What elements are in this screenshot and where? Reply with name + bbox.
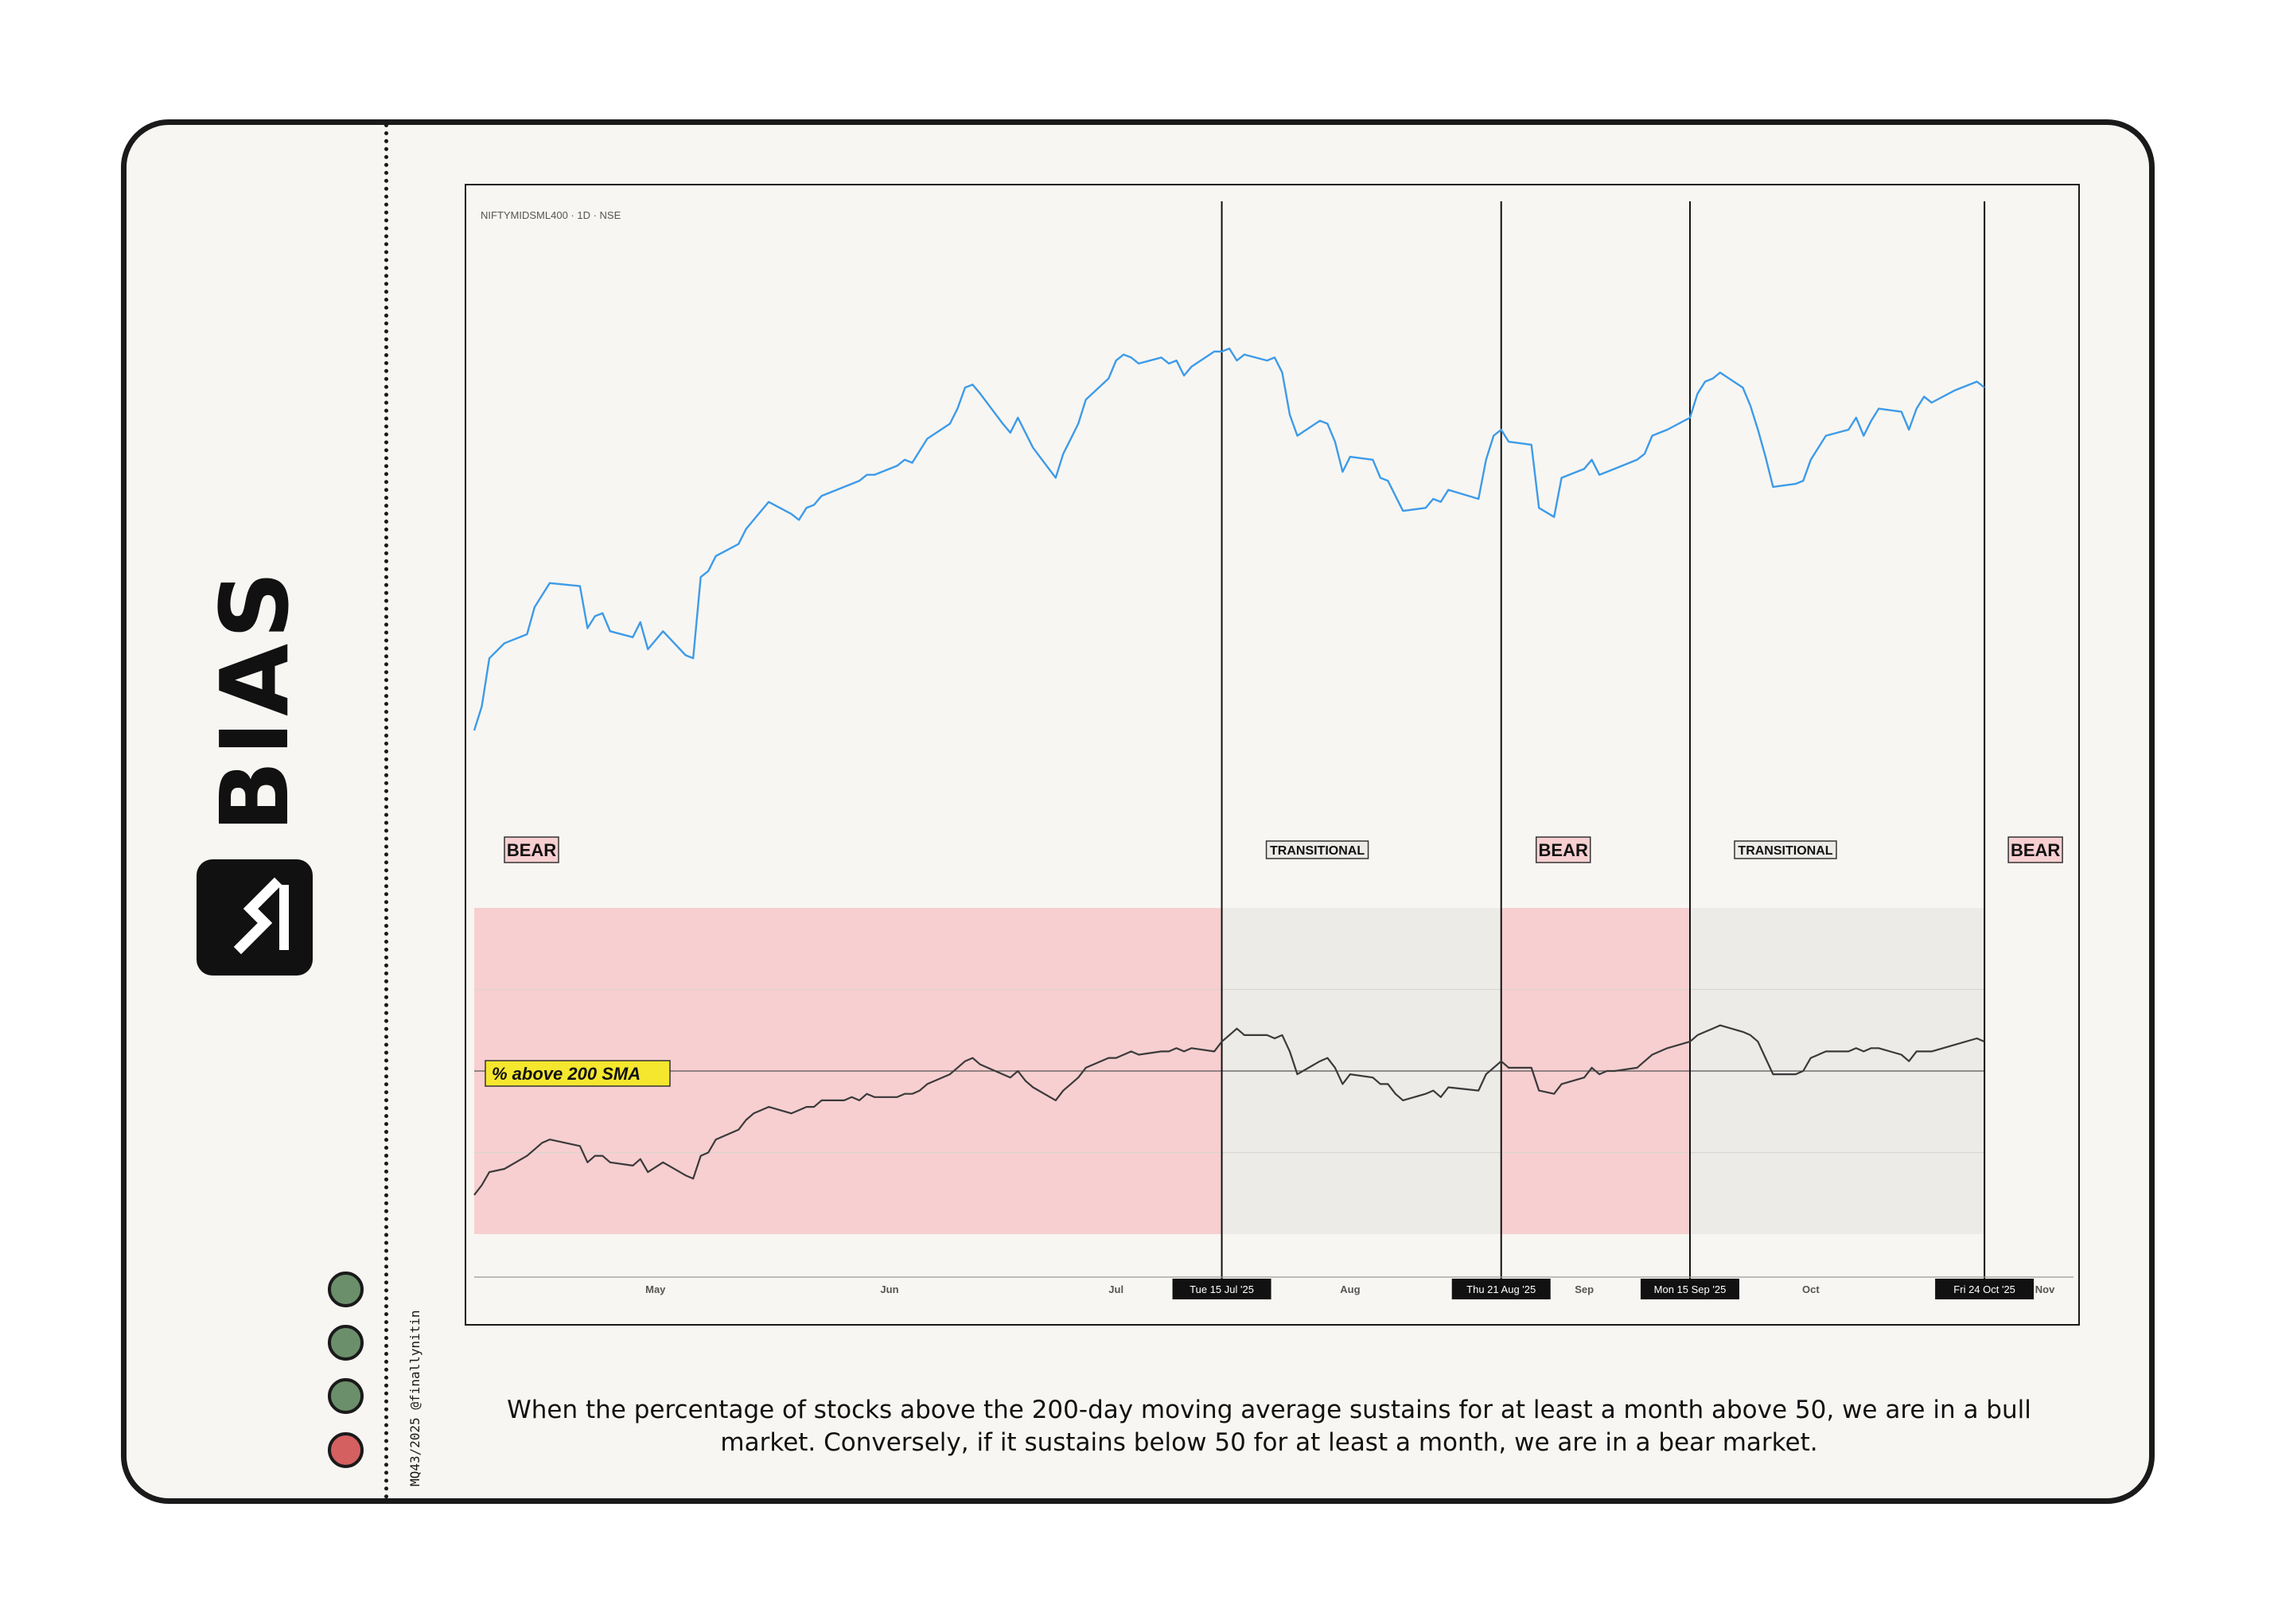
x-tick-label: Jul bbox=[1108, 1283, 1123, 1295]
date-marker: Mon 15 Sep '25 bbox=[1640, 1279, 1739, 1299]
date-marker: Thu 21 Aug '25 bbox=[1451, 1279, 1551, 1299]
x-tick-label: May bbox=[645, 1283, 666, 1295]
regime-label: BEAR bbox=[504, 836, 559, 863]
x-tick-label: Nov bbox=[2035, 1283, 2055, 1295]
trend-arrow-icon-glyph bbox=[233, 877, 289, 955]
x-tick-label: Jun bbox=[880, 1283, 898, 1295]
bear-dot bbox=[328, 1432, 364, 1468]
date-marker-label: Tue 15 Jul '25 bbox=[1190, 1283, 1254, 1295]
x-tick-label: Sep bbox=[1575, 1283, 1594, 1295]
price-series-line bbox=[473, 347, 1985, 731]
trend-arrow-icon bbox=[197, 859, 313, 976]
bull-dot bbox=[328, 1272, 364, 1307]
regime-label: BEAR bbox=[2007, 836, 2063, 863]
regime-label: TRANSITIONAL bbox=[1734, 840, 1837, 859]
caption-text: When the percentage of stocks above the … bbox=[507, 1396, 2031, 1457]
x-tick-label: Oct bbox=[1802, 1283, 1820, 1295]
date-marker: Fri 24 Oct '25 bbox=[1935, 1279, 2035, 1299]
brand-name: BIAS bbox=[200, 566, 310, 832]
dotted-divider bbox=[384, 123, 388, 1500]
transitional-label-box bbox=[1734, 840, 1837, 859]
date-marker-label: Mon 15 Sep '25 bbox=[1654, 1283, 1727, 1295]
bear-label-box bbox=[2007, 836, 2063, 863]
sma-label: % above 200 SMA bbox=[485, 1060, 671, 1087]
transitional-label-box bbox=[1265, 840, 1369, 859]
bear-label-box bbox=[504, 836, 559, 863]
date-marker: Tue 15 Jul '25 bbox=[1172, 1279, 1271, 1299]
x-tick-label: Aug bbox=[1340, 1283, 1360, 1295]
chart-title: NIFTYMIDSML400 · 1D · NSE bbox=[481, 209, 621, 221]
chart-frame: NIFTYMIDSML400 · 1D · NSE BEAR TRANSITIONA… bbox=[465, 184, 2080, 1326]
credit-text: MQ43/2025 @finallynitin bbox=[407, 1310, 422, 1486]
transitional-label: TRANSITIONAL bbox=[1270, 844, 1365, 858]
breadth-chart: NIFTYMIDSML400 · 1D · NSE BEAR TRANSITIONA… bbox=[473, 201, 2073, 1299]
brand-lockup: BIAS bbox=[197, 567, 313, 976]
sma-label-box bbox=[485, 1060, 671, 1087]
date-marker-label: Fri 24 Oct '25 bbox=[1953, 1283, 2015, 1295]
transitional-label: TRANSITIONAL bbox=[1738, 844, 1832, 858]
date-marker-box bbox=[1935, 1279, 2035, 1299]
bear-label: BEAR bbox=[507, 840, 556, 860]
bear-label: BEAR bbox=[1539, 840, 1588, 860]
bull-dot bbox=[328, 1378, 364, 1414]
date-marker-box bbox=[1451, 1279, 1551, 1299]
breadth-series-line bbox=[473, 1024, 1985, 1196]
regime-label: BEAR bbox=[1535, 836, 1591, 863]
date-marker-box bbox=[1640, 1279, 1739, 1299]
date-marker-label: Thu 21 Aug '25 bbox=[1466, 1283, 1536, 1295]
bear-label-box bbox=[1535, 836, 1591, 863]
date-marker-box bbox=[1172, 1279, 1271, 1299]
bull-dot bbox=[328, 1325, 364, 1361]
bear-label: BEAR bbox=[2011, 840, 2060, 860]
regime-label: TRANSITIONAL bbox=[1265, 840, 1369, 859]
sma-label-text: % above 200 SMA bbox=[492, 1064, 641, 1084]
